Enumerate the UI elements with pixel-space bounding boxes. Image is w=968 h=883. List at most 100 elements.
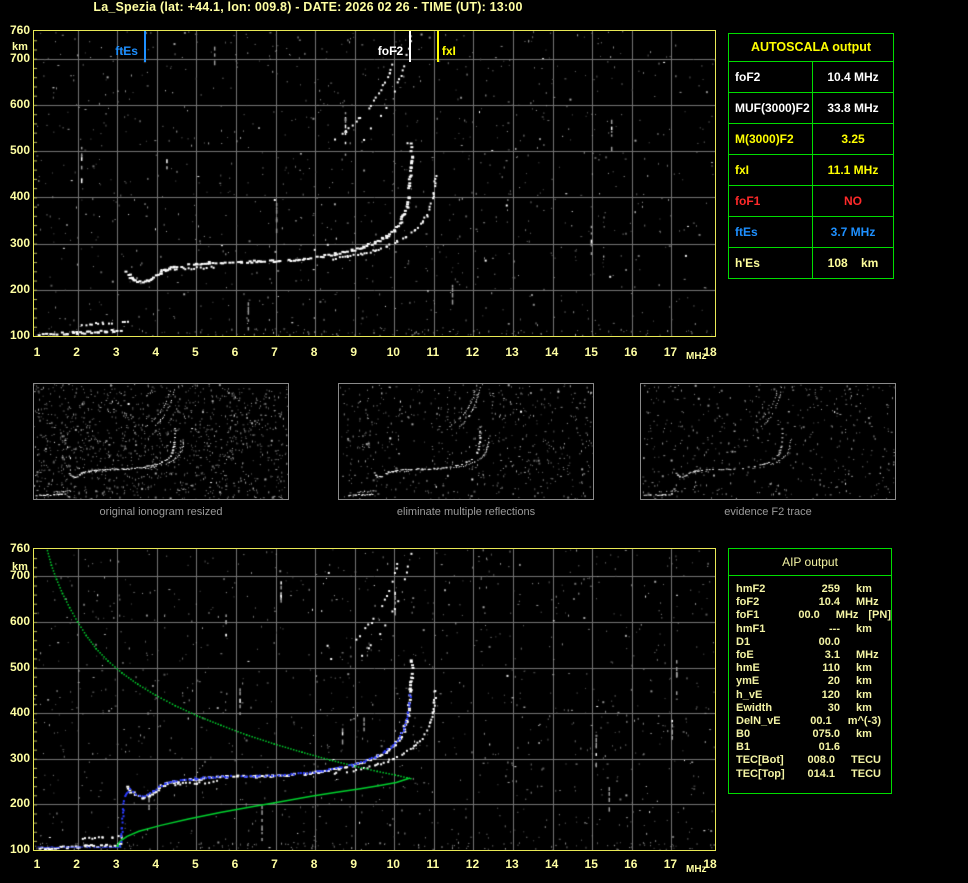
profile-x-tick-label: 5 <box>192 857 199 871</box>
aip-row-value: 01.6 <box>818 741 840 754</box>
aip-row-value: 00.0 <box>798 609 820 622</box>
aip-row-d1: D1 00.0 <box>736 636 891 649</box>
aip-row-label: TEC[Bot] <box>736 754 784 767</box>
main-x-tick-label: 15 <box>584 345 598 359</box>
profile-y-tick-label: 600 <box>9 613 30 628</box>
profile-y-tick-label: 700 <box>9 568 30 583</box>
main-x-tick-label: 4 <box>152 345 160 359</box>
aip-row-value: 30 <box>827 701 840 714</box>
aip-row-note <box>872 583 882 596</box>
aip-row-label: foE <box>736 648 754 661</box>
aip-output-table: AIP output hmF2 259 km foF2 10.4 MHz foF1 00.0 M… <box>728 548 892 794</box>
aip-row-label: TEC[Top] <box>736 767 785 780</box>
foF2-marker-line <box>409 31 412 62</box>
main-y-tick-label: 700 <box>9 50 30 65</box>
aip-row-unit: km <box>856 583 872 595</box>
aip-row-b0: B0 075.0 km <box>736 728 891 741</box>
aip-row-label: Ewidth <box>736 701 773 714</box>
profile-x-tick-label: 16 <box>624 857 638 871</box>
autoscala-row-label: ftEs <box>729 217 813 247</box>
profile-plot <box>33 548 716 851</box>
foF2-marker-label: foF2 <box>377 44 404 58</box>
profile-x-tick-label: 1 <box>33 857 41 871</box>
autoscala-row-muf3000f2: MUF(3000)F2 33.8 MHz <box>729 93 893 124</box>
aip-row-value: 075.0 <box>812 728 840 741</box>
panel-eliminate-reflections <box>338 383 594 500</box>
autoscala-row-ftes: ftEs 3.7 MHz <box>729 217 893 248</box>
profile-x-tick-label: 11 <box>426 857 440 871</box>
aip-row-note <box>872 662 882 675</box>
profile-y-tick-label: 100 <box>9 842 30 856</box>
aip-row-label: B0 <box>736 728 751 741</box>
aip-row-ewidth: Ewidth 30 km <box>736 702 891 715</box>
aip-row-note <box>881 768 891 781</box>
autoscala-row-value: 10.4 MHz <box>827 70 879 84</box>
profile-x-tick-label: 10 <box>386 857 400 871</box>
main-x-axis-unit: MHz <box>686 351 707 362</box>
autoscala-row-label: h'Es <box>729 248 813 278</box>
aip-row-label: DelN_vE <box>736 714 781 727</box>
aip-row-value: 259 <box>821 583 840 595</box>
main-x-tick-label: 2 <box>73 345 80 359</box>
main-y-tick-label: 300 <box>9 235 30 250</box>
aip-row-label: foF1 <box>736 609 760 622</box>
panel-eliminate-reflections-caption: eliminate multiple reflections <box>396 506 536 518</box>
profile-x-tick-label: 13 <box>505 857 519 871</box>
aip-row-unit <box>840 636 856 649</box>
autoscala-row-label: fxI <box>729 155 813 185</box>
aip-row-label: D1 <box>736 635 751 648</box>
station-date-time-title: La_Spezia (lat: +44.1, lon: 009.8) - DAT… <box>93 0 523 14</box>
aip-row-note <box>881 754 891 767</box>
panel-original-ionogram <box>33 383 289 500</box>
main-x-tick-label: 7 <box>271 345 278 359</box>
profile-x-tick-label: 17 <box>663 857 678 871</box>
main-ionogram-plot <box>33 30 716 337</box>
aip-row-tectop: TEC[Top] 014.1 TECU <box>736 768 891 781</box>
profile-y-tick-label: 300 <box>9 750 30 765</box>
main-x-tick-label: 8 <box>310 345 318 359</box>
main-x-tick-label: 11 <box>426 345 440 359</box>
aip-row-note: [PN] <box>868 609 891 622</box>
aip-row-label: hmF1 <box>736 622 766 635</box>
profile-x-tick-label: 14 <box>544 857 559 871</box>
aip-row-unit: km <box>856 701 872 714</box>
aip-row-note <box>872 728 882 741</box>
main-x-tick-label: 1 <box>33 345 41 359</box>
aip-row-hme: hmE 110 km <box>736 662 891 675</box>
profile-x-tick-label: 8 <box>310 857 318 871</box>
autoscala-row-fof2: foF2 10.4 MHz <box>729 62 893 93</box>
aip-row-tecbot: TEC[Bot] 008.0 TECU <box>736 754 891 767</box>
autoscala-row-m3000f2: M(3000)F2 3.25 <box>729 124 893 155</box>
aip-row-note <box>881 715 891 728</box>
aip-row-yme: ymE 20 km <box>736 675 891 688</box>
main-x-tick-label: 5 <box>192 345 199 359</box>
aip-row-b1: B1 01.6 <box>736 741 891 754</box>
autoscala-row-label: MUF(3000)F2 <box>729 93 813 123</box>
autoscala-row-value: 108 km <box>827 256 879 270</box>
autoscala-row-fof1: foF1 NO <box>729 186 893 217</box>
profile-x-tick-label: 4 <box>152 857 160 871</box>
autoscala-table-title: AUTOSCALA output <box>729 34 893 62</box>
aip-row-value: 110 <box>822 662 840 675</box>
aip-table-title: AIP output <box>729 549 891 576</box>
aip-row-note <box>856 636 866 649</box>
autoscala-row-fxi: fxI 11.1 MHz <box>729 155 893 186</box>
aip-row-note <box>879 596 889 609</box>
main-x-tick-label: 16 <box>624 345 638 359</box>
main-x-tick-label: 13 <box>505 345 519 359</box>
aip-row-label: hmF2 <box>736 583 766 595</box>
aip-row-label: B1 <box>736 741 751 754</box>
profile-x-axis-unit: MHz <box>686 864 707 875</box>
autoscala-row-value: 3.7 MHz <box>830 225 876 239</box>
aip-row-fof2: foF2 10.4 MHz <box>736 596 891 609</box>
aip-row-fof1: foF1 00.0 MHz [PN] <box>736 609 891 622</box>
aip-row-delnve: DelN_vE 00.1 m^(-3) <box>736 715 891 728</box>
main-x-tick-label: 6 <box>231 345 239 359</box>
main-x-tick-label: 9 <box>350 345 358 359</box>
aip-row-unit: km <box>856 675 872 688</box>
aip-row-value: 008.0 <box>807 754 836 767</box>
profile-plot-canvas <box>34 549 715 850</box>
profile-x-tick-label: 6 <box>231 857 239 871</box>
main-ionogram-canvas <box>34 31 715 336</box>
